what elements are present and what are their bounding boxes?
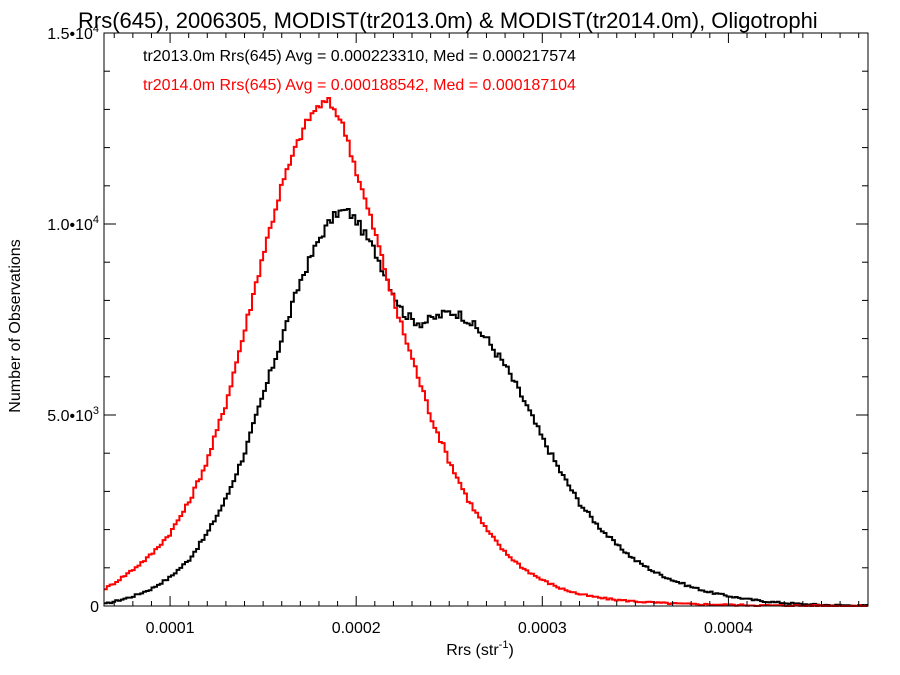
y-tick-label: 1.0•104 [47,214,99,234]
plot-series-layer [104,97,868,607]
annotation-tr2014: tr2014.0m Rrs(645) Avg = 0.000188542, Me… [143,77,576,94]
x-tick-label: 0.0002 [332,620,381,637]
x-axis-label-suffix: ) [508,642,513,659]
chart-title: Rrs(645), 2006305, MODIST(tr2013.0m) & M… [78,8,818,33]
x-axis: 0.0001 0.0002 0.0003 0.0004 [113,33,860,637]
x-axis-label-sup: -1 [499,639,509,651]
annotation-tr2013: tr2013.0m Rrs(645) Avg = 0.000223310, Me… [143,48,576,65]
x-tick-label: 0.0003 [518,620,567,637]
series-line-tr2013-0m [104,208,868,607]
y-tick-label: 1.5•104 [47,23,99,43]
x-tick-label: 0.0004 [704,620,753,637]
y-tick-label: 0 [90,599,99,616]
y-tick-label: 5.0•103 [47,405,99,425]
series-line-tr2014-0m [104,97,868,607]
x-tick-label: 0.0001 [146,620,195,637]
y-axis-label: Number of Observations [7,239,24,412]
x-axis-label: Rrs (str-1) [446,639,514,659]
x-axis-label-main: Rrs (str [446,642,499,659]
y-axis: 0 5.0•103 1.0•104 1.5•104 [47,23,868,616]
